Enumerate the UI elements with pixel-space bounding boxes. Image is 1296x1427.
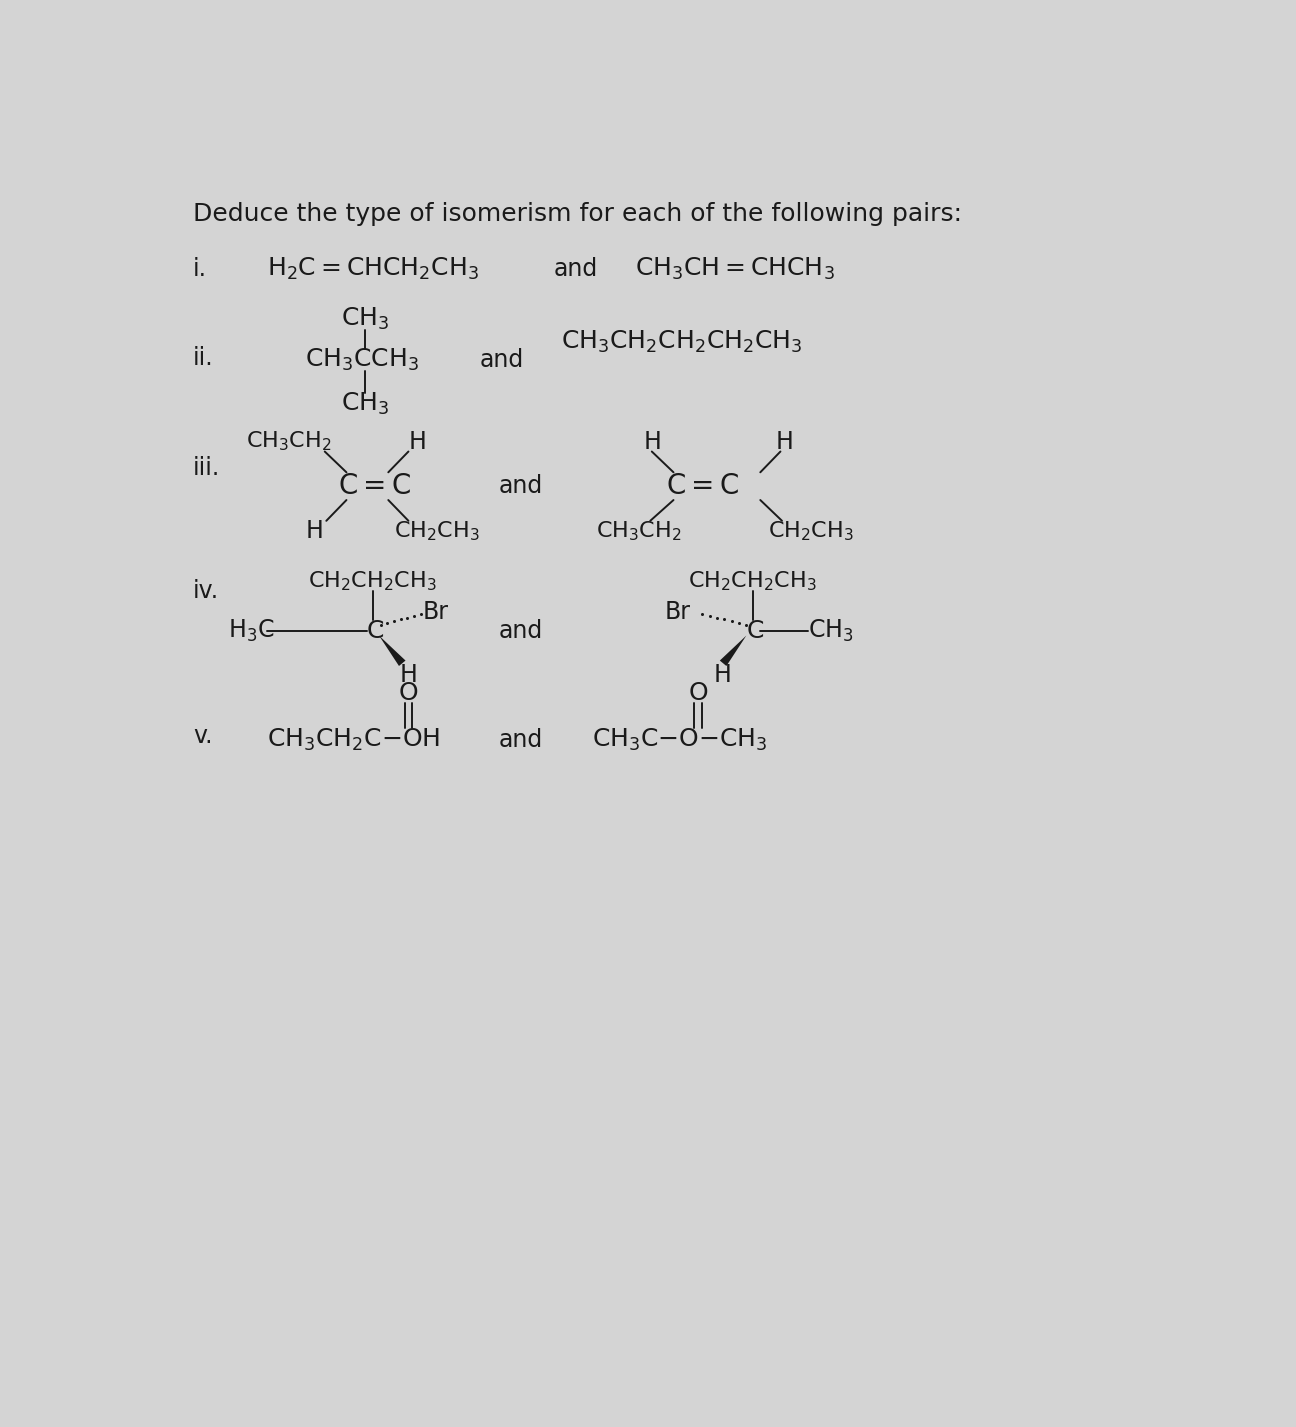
Text: $\mathregular{H_2C{=}CHCH_2CH_3}$: $\mathregular{H_2C{=}CHCH_2CH_3}$ bbox=[267, 255, 478, 283]
Text: $\mathregular{CH_2CH_2CH_3}$: $\mathregular{CH_2CH_2CH_3}$ bbox=[308, 569, 437, 592]
Text: $\mathregular{CH_3}$: $\mathregular{CH_3}$ bbox=[341, 391, 389, 417]
Text: $\mathregular{CH_3CH_2CH_2CH_2CH_3}$: $\mathregular{CH_3CH_2CH_2CH_2CH_3}$ bbox=[561, 330, 802, 355]
Text: $\mathregular{CH_3CH{=}CHCH_3}$: $\mathregular{CH_3CH{=}CHCH_3}$ bbox=[635, 255, 835, 283]
Text: O: O bbox=[399, 681, 419, 705]
Text: H: H bbox=[644, 430, 662, 454]
Text: H: H bbox=[714, 662, 732, 686]
Text: O: O bbox=[688, 681, 708, 705]
Text: $\mathregular{CH_3C{-}O{-}CH_3}$: $\mathregular{CH_3C{-}O{-}CH_3}$ bbox=[592, 728, 767, 753]
Text: $\mathregular{C{=}C}$: $\mathregular{C{=}C}$ bbox=[338, 472, 411, 501]
Text: and: and bbox=[553, 257, 597, 281]
Text: $\mathregular{CH_3}$: $\mathregular{CH_3}$ bbox=[809, 618, 854, 644]
Text: v.: v. bbox=[193, 725, 213, 748]
Text: $\mathregular{CH_2CH_3}$: $\mathregular{CH_2CH_3}$ bbox=[769, 519, 854, 542]
Text: $\mathregular{CH_2CH_2CH_3}$: $\mathregular{CH_2CH_2CH_3}$ bbox=[688, 569, 816, 592]
Text: $\mathregular{CH_3CCH_3}$: $\mathregular{CH_3CCH_3}$ bbox=[305, 347, 419, 372]
Text: i.: i. bbox=[193, 257, 207, 281]
Text: and: and bbox=[499, 474, 543, 498]
Text: $\mathregular{CH_2CH_3}$: $\mathregular{CH_2CH_3}$ bbox=[394, 519, 481, 542]
Text: $\mathregular{CH_3CH_2}$: $\mathregular{CH_3CH_2}$ bbox=[596, 519, 682, 542]
Text: $\mathregular{H_3C}$: $\mathregular{H_3C}$ bbox=[228, 618, 275, 644]
Text: iv.: iv. bbox=[193, 579, 219, 602]
Text: Br: Br bbox=[665, 601, 691, 625]
Text: H: H bbox=[399, 662, 417, 686]
Text: and: and bbox=[480, 348, 524, 372]
Polygon shape bbox=[378, 635, 406, 666]
Text: C: C bbox=[367, 619, 384, 644]
Text: ii.: ii. bbox=[193, 345, 214, 370]
Polygon shape bbox=[719, 635, 746, 666]
Text: H: H bbox=[776, 430, 793, 454]
Text: $\mathregular{CH_3}$: $\mathregular{CH_3}$ bbox=[341, 305, 389, 332]
Text: Deduce the type of isomerism for each of the following pairs:: Deduce the type of isomerism for each of… bbox=[193, 201, 962, 225]
Text: $\mathregular{CH_3CH_2C{-}OH}$: $\mathregular{CH_3CH_2C{-}OH}$ bbox=[267, 728, 439, 753]
Text: H: H bbox=[306, 519, 323, 542]
Text: C: C bbox=[746, 619, 763, 644]
Text: Br: Br bbox=[422, 601, 448, 625]
Text: and: and bbox=[499, 619, 543, 644]
Text: iii.: iii. bbox=[193, 455, 220, 479]
Text: H: H bbox=[408, 430, 426, 454]
Text: $\mathregular{C{=}C}$: $\mathregular{C{=}C}$ bbox=[666, 472, 739, 501]
Text: and: and bbox=[499, 728, 543, 752]
Text: $\mathregular{CH_3CH_2}$: $\mathregular{CH_3CH_2}$ bbox=[246, 430, 332, 454]
